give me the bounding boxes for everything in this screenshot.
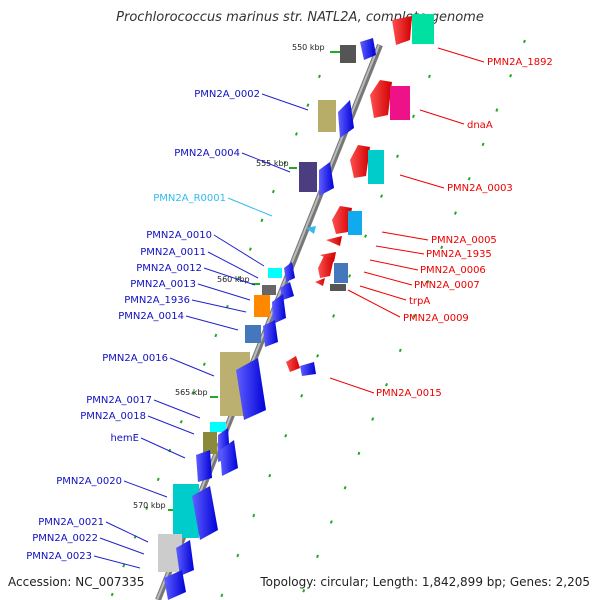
gene-arrow (332, 206, 352, 234)
rna-arrow (306, 226, 316, 234)
gene-arrow (286, 356, 300, 372)
gene-block (412, 14, 434, 44)
gene-label[interactable]: PMN2A_0007 (414, 280, 480, 291)
gene-arrow (360, 38, 376, 60)
gene-label[interactable]: PMN2A_1892 (487, 57, 553, 68)
gene-block (268, 268, 282, 278)
gene-block (368, 150, 384, 184)
scale-tick-label: 550 kbp (292, 43, 325, 52)
gene-arrow (220, 440, 238, 476)
gene-label[interactable]: PMN2A_1935 (426, 249, 492, 260)
gene-block (390, 86, 410, 120)
gene-arrow (315, 278, 325, 286)
gene-label[interactable]: PMN2A_0012 (136, 263, 202, 274)
gene-block (210, 422, 226, 432)
scale-tick-label: 565 kbp (175, 388, 208, 397)
gene-arrow (272, 294, 286, 324)
gene-label[interactable]: PMN2A_0016 (102, 353, 168, 364)
scale-tick-label: 555 kbp (256, 159, 289, 168)
gene-label[interactable]: PMN2A_0005 (431, 235, 497, 246)
gene-label[interactable]: PMN2A_0003 (447, 183, 513, 194)
gene-arrow (280, 282, 294, 300)
gene-label[interactable]: PMN2A_0020 (56, 476, 122, 487)
scale-ticks: 550 kbp 555 kbp 560 kbp 565 kbp 570 kbp (133, 43, 340, 511)
gene-arrow (196, 450, 212, 482)
gene-label[interactable]: PMN2A_0014 (118, 311, 184, 322)
reverse-gene-labels: PMN2A_1892 dnaA PMN2A_0003 PMN2A_0005 PM… (376, 57, 553, 399)
gene-block (203, 432, 217, 454)
gene-block (245, 325, 261, 343)
gene-label[interactable]: PMN2A_0015 (376, 388, 442, 399)
gene-label[interactable]: PMN2A_1936 (124, 295, 190, 306)
gene-arrow (236, 358, 266, 420)
gene-block (254, 295, 270, 317)
gene-block (348, 211, 362, 235)
gene-arrow (319, 162, 334, 196)
map-title: Prochlorococcus marinus str. NATL2A, com… (116, 10, 484, 25)
gene-arrow (326, 236, 342, 246)
gene-block (262, 285, 276, 295)
gene-label[interactable]: PMN2A_0002 (194, 89, 260, 100)
gene-arrow (176, 540, 194, 576)
gene-arrow (192, 486, 218, 540)
gene-label[interactable]: PMN2A_0011 (140, 247, 206, 258)
gene-arrow (284, 262, 295, 282)
gene-label[interactable]: PMN2A_0022 (32, 533, 98, 544)
forward-gene-labels: PMN2A_0002 PMN2A_0004 PMN2A_R0001 PMN2A_… (26, 89, 260, 562)
gene-label[interactable]: PMN2A_0010 (146, 230, 212, 241)
gene-block (299, 162, 317, 192)
label-leaders (93, 47, 485, 569)
gene-label[interactable]: PMN2A_0021 (38, 517, 104, 528)
reverse-genes (286, 14, 434, 376)
gene-arrow (300, 362, 316, 376)
accession-text: Accession: NC_007335 (8, 575, 145, 589)
gene-label[interactable]: hemE (110, 433, 139, 444)
gene-arrow (370, 80, 392, 118)
gene-label[interactable]: dnaA (467, 120, 493, 131)
genome-summary-text: Topology: circular; Length: 1,842,899 bp… (260, 575, 590, 589)
gene-label[interactable]: PMN2A_0017 (86, 395, 152, 406)
gene-label[interactable]: trpA (409, 296, 430, 307)
gene-arrow (392, 16, 412, 45)
scale-tick-label: 560 kbp (217, 275, 250, 284)
gene-label[interactable]: PMN2A_0013 (130, 279, 196, 290)
gene-block (340, 45, 356, 63)
gene-block (330, 284, 346, 291)
gene-block (173, 484, 199, 538)
gene-block (334, 263, 348, 283)
gene-arrow (263, 320, 278, 347)
scale-tick-label: 570 kbp (133, 501, 166, 510)
gene-arrow (318, 256, 334, 278)
gene-arrow (338, 100, 354, 138)
gene-arrow (350, 145, 370, 178)
gene-arrow (164, 570, 186, 600)
gene-label[interactable]: PMN2A_0006 (420, 265, 486, 276)
gene-label[interactable]: PMN2A_0004 (174, 148, 240, 159)
gene-block (318, 100, 336, 132)
gene-label[interactable]: PMN2A_0023 (26, 551, 92, 562)
gene-label[interactable]: PMN2A_0018 (80, 411, 146, 422)
forward-genes (158, 38, 376, 600)
gene-label[interactable]: PMN2A_0009 (403, 313, 469, 324)
gene-label[interactable]: PMN2A_R0001 (153, 193, 226, 204)
